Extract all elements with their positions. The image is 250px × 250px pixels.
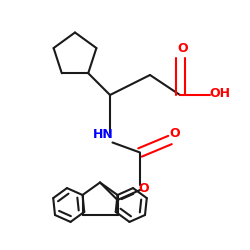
- Text: OH: OH: [210, 87, 231, 100]
- Text: O: O: [170, 127, 180, 140]
- Text: O: O: [138, 182, 149, 195]
- Text: O: O: [177, 42, 188, 55]
- Text: HN: HN: [94, 128, 114, 141]
